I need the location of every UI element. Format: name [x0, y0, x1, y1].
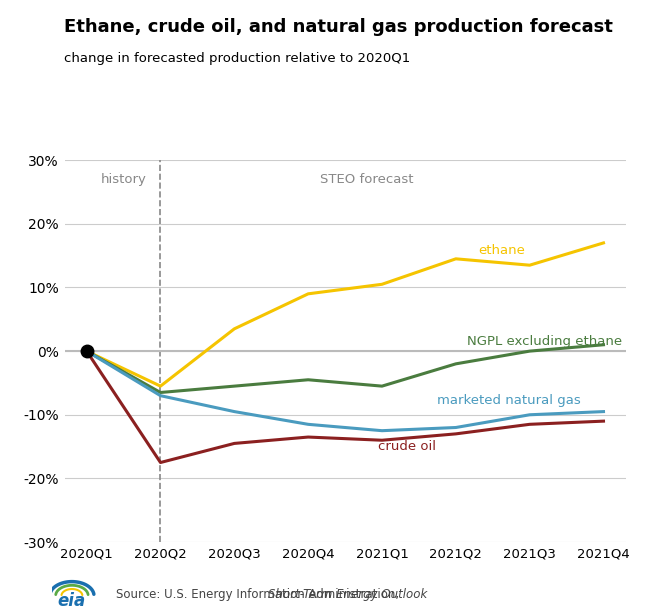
Text: history: history [101, 173, 146, 186]
Text: marketed natural gas: marketed natural gas [437, 394, 581, 407]
Text: ethane: ethane [478, 244, 525, 257]
Text: Ethane, crude oil, and natural gas production forecast: Ethane, crude oil, and natural gas produ… [64, 18, 613, 36]
Text: STEO forecast: STEO forecast [321, 173, 414, 186]
Text: Source: U.S. Energy Information Administration,: Source: U.S. Energy Information Administ… [116, 588, 403, 601]
Text: NGPL excluding ethane: NGPL excluding ethane [467, 335, 622, 348]
Text: Short-Term Energy Outlook: Short-Term Energy Outlook [268, 588, 427, 601]
Text: eia: eia [58, 593, 86, 610]
Text: change in forecasted production relative to 2020Q1: change in forecasted production relative… [64, 52, 411, 65]
Text: crude oil: crude oil [379, 440, 436, 453]
